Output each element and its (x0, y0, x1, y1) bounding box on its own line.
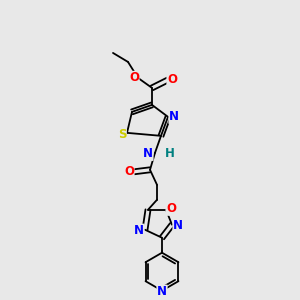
Text: N: N (157, 285, 167, 298)
Text: N: N (143, 147, 153, 160)
Text: O: O (166, 202, 176, 215)
Text: N: N (134, 224, 144, 237)
Text: O: O (129, 71, 139, 84)
Text: S: S (118, 128, 126, 141)
Text: N: N (173, 219, 183, 232)
Text: N: N (169, 110, 179, 123)
Text: O: O (167, 74, 177, 86)
Text: H: H (165, 147, 175, 160)
Text: O: O (124, 165, 134, 178)
